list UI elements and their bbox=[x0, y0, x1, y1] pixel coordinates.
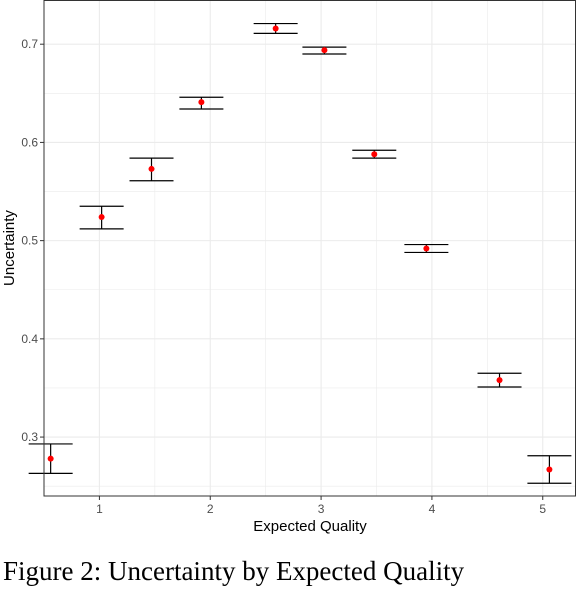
data-point bbox=[198, 99, 205, 106]
data-point bbox=[272, 25, 279, 32]
data-point bbox=[423, 245, 430, 252]
data-point bbox=[371, 151, 378, 158]
data-point bbox=[98, 214, 105, 221]
x-axis-tick-label: 2 bbox=[207, 502, 214, 516]
y-axis-tick-label: 0.5 bbox=[21, 234, 38, 248]
x-axis-tick-label: 1 bbox=[96, 502, 103, 516]
y-axis-tick-label: 0.3 bbox=[21, 430, 38, 444]
data-point bbox=[321, 47, 328, 54]
plot-panel-background bbox=[44, 0, 576, 496]
y-axis-title: Uncertainty bbox=[1, 210, 18, 286]
y-axis-tick-label: 0.6 bbox=[21, 135, 38, 149]
x-axis-tick-label: 4 bbox=[429, 502, 436, 516]
chart: 1 2 3 4 5 0.3 0.4 0.5 0.6 0.7 Expected Quality Un… bbox=[1, 0, 576, 535]
figure-caption: Figure 2: Uncertainty by Expected Qualit… bbox=[3, 556, 465, 586]
data-points bbox=[47, 25, 553, 473]
data-point bbox=[148, 165, 155, 172]
x-axis-tick-label: 5 bbox=[539, 502, 546, 516]
data-point bbox=[546, 466, 553, 473]
grid-lines bbox=[44, 0, 576, 496]
data-point bbox=[47, 455, 54, 462]
y-axis-tick-label: 0.4 bbox=[21, 332, 38, 346]
x-axis-title: Expected Quality bbox=[253, 518, 367, 535]
data-point bbox=[496, 377, 503, 384]
x-axis-tick-label: 3 bbox=[318, 502, 325, 516]
y-axis-tick-label: 0.7 bbox=[21, 37, 38, 51]
axes: 1 2 3 4 5 0.3 0.4 0.5 0.6 0.7 bbox=[21, 37, 546, 516]
